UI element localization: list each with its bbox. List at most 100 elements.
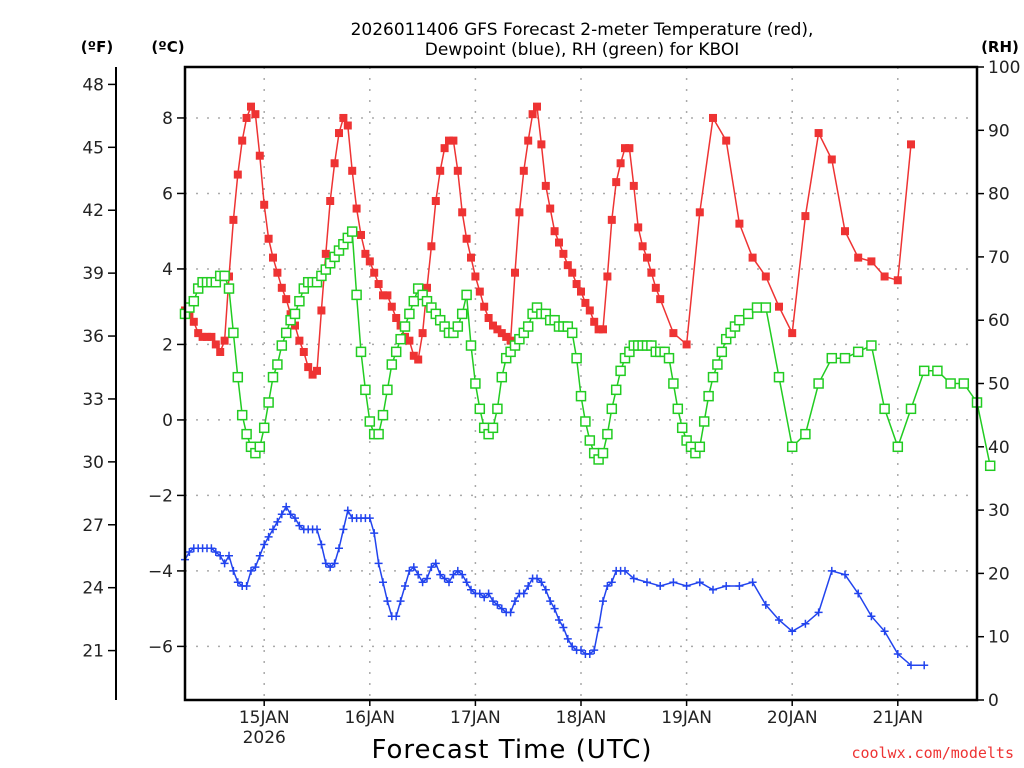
dewpoint-point [295,521,304,530]
dewpoint-point [247,566,255,575]
rh-tick-label: 90 [988,121,1010,141]
rh-point [294,295,305,307]
temperature-point [277,283,286,292]
dewpoint-point [814,608,823,617]
rh-point [360,384,371,396]
temperature-point [581,298,590,307]
celsius-unit-label: (ºC) [151,38,184,56]
temperature-point [440,144,449,153]
dewpoint-point [801,619,810,628]
dewpoint-point [563,634,572,643]
temperature-point [880,272,889,281]
temperature-point [563,261,572,270]
rh-tick-label: 30 [988,501,1010,521]
rh-tick-label: 50 [988,375,1010,395]
rh-point [879,403,890,415]
dewpoint-point [317,540,326,549]
plot-frame [183,65,979,702]
temperature-point [511,268,519,277]
dewpoint-point [233,578,242,587]
temperature-point [418,329,427,338]
dewpoint-point [445,578,453,587]
x-axis-label: Forecast Time (UTC) [371,735,652,765]
temperature-point [453,166,462,175]
temperature-point [207,332,216,341]
dewpoint-point [590,646,599,655]
temperature-point [387,302,396,311]
temperature-point [211,340,220,349]
rh-point [346,226,358,237]
temperature-point [431,196,440,205]
temperature-point [308,370,317,379]
rh-point [826,352,838,364]
rh-point [852,346,864,358]
rh-point [355,346,367,358]
temperature-point [352,204,361,213]
dewpoint-point [656,582,665,591]
dewpoint-point [269,525,277,534]
temperature-point [585,306,594,315]
dewpoint-point [273,517,282,526]
temperature-point [282,295,291,304]
dewpoint-point [423,574,431,583]
rh-point [905,403,917,415]
temperature-point [651,283,660,292]
temperature-point [361,249,370,258]
dewpoint-point [185,548,194,557]
dewpoint-point [568,642,577,651]
temperature-point [643,253,651,262]
dewpoint-point [211,548,220,557]
rh-point [584,435,596,446]
dewpoint-point [427,563,436,572]
rh-point [276,340,288,351]
dewpoint-point [775,615,783,624]
dewpoint-point [484,589,493,598]
rh-point [404,308,415,320]
rh-point [280,327,292,339]
rh-point [742,308,754,320]
rh-point [703,390,714,402]
temperature-point [392,314,401,323]
dewpoint-point [511,597,519,606]
temperature-point [273,268,282,277]
temperature-point [801,212,810,221]
temperature-point [555,238,563,247]
dewpoint-point [251,563,260,572]
temperature-point [427,242,436,251]
rh-tick-label: 60 [988,311,1010,331]
rh-point [351,289,362,301]
x-tick-label: 17JAN [450,708,501,728]
dewpoint-point [489,597,497,606]
rh-point [716,346,728,358]
rh-point [188,295,200,307]
temperature-point [348,166,357,175]
temperature-point [497,329,506,338]
rh-point [522,321,534,332]
temperature-point [247,102,255,111]
temperature-point [775,302,783,311]
fahrenheit-tick-label: 33 [82,390,104,410]
rh-point [390,346,402,358]
dewpoint-point [291,514,299,523]
dewpoint-point [207,544,216,553]
temperature-point [590,317,599,326]
celsius-tick-label: 2 [162,335,173,355]
temperature-point [203,332,211,341]
dewpoint-point [264,532,273,541]
temperature-point [893,276,902,285]
temperature-point [599,325,607,334]
dewpoint-point [286,510,295,519]
rh-point [228,327,239,339]
temperature-point [299,347,308,356]
rh-point [984,460,996,472]
fahrenheit-tick-label: 36 [82,327,104,347]
temperature-point [233,170,242,179]
temperature-point [409,351,418,360]
rh-point [241,428,252,440]
temperature-point [854,253,863,262]
dewpoint-point [669,578,678,587]
dewpoint-point [841,570,849,579]
x-tick-label: 16JAN [344,708,395,728]
temperature-point [761,272,770,281]
